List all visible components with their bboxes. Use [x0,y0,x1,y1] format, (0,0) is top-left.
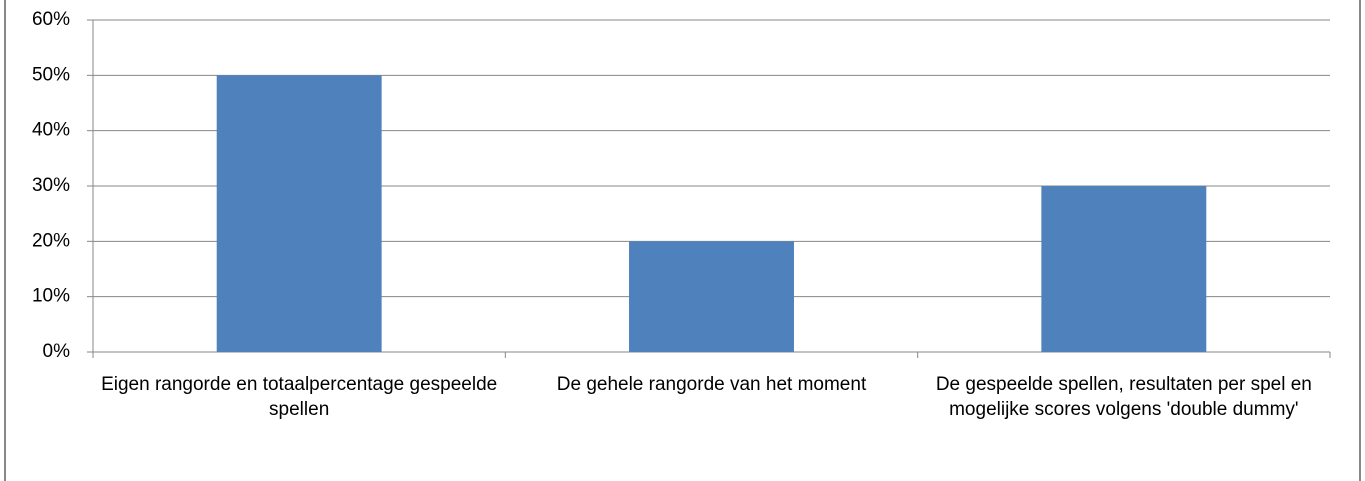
y-tick-label: 50% [32,64,70,85]
bar [1041,186,1207,352]
y-tick-label: 30% [32,175,70,196]
x-tick-label: Eigen rangorde en totaalpercentage gespe… [101,374,498,420]
y-tick-label: 40% [32,120,70,141]
y-tick-label: 0% [43,341,71,362]
bar [216,75,382,352]
y-tick-label: 10% [32,286,70,307]
y-tick-label: 60% [32,9,70,30]
bar [629,241,794,352]
y-tick-label: 20% [32,230,70,251]
x-tick-label: De gespeelde spellen, resultaten per spe… [935,374,1312,420]
chart-frame [4,0,1361,481]
x-tick-label: De gehele rangorde van het moment [556,374,867,395]
